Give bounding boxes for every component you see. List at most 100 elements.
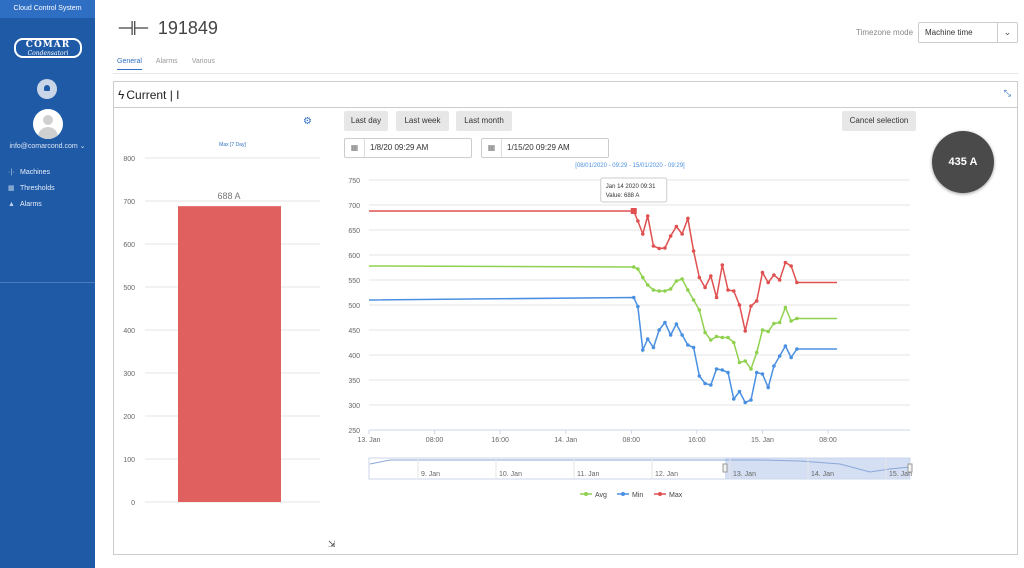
- data-point: [760, 270, 765, 275]
- data-point: [714, 295, 719, 300]
- y-tick-label: 550: [348, 278, 360, 285]
- machine-id: 191849: [157, 18, 218, 38]
- legend-marker: [584, 492, 588, 496]
- last-month-button[interactable]: Last month: [456, 111, 512, 131]
- data-point: [766, 280, 770, 285]
- avatar[interactable]: [33, 109, 63, 139]
- sidebar-divider: [0, 282, 95, 283]
- chevron-down-icon[interactable]: ⌄: [997, 23, 1017, 42]
- date-from-value: 1/8/20 09:29 AM: [370, 143, 429, 152]
- data-point: [645, 214, 650, 218]
- sidebar-item-alarms[interactable]: ▲ Alarms: [8, 196, 55, 212]
- sidebar-item-label: Thresholds: [20, 184, 55, 192]
- data-point: [640, 275, 645, 280]
- logo-text: COMAR: [25, 40, 71, 50]
- data-point: [754, 370, 759, 375]
- calendar-icon: ▦: [482, 139, 502, 157]
- navigator-label: 9. Jan: [421, 471, 440, 478]
- user-menu[interactable]: info@comarcond.com ⌄: [9, 143, 86, 150]
- data-point: [651, 244, 656, 248]
- last-day-button[interactable]: Last day: [344, 111, 388, 131]
- max-bar-chart: Max [7 Day] 0 100 200 300 400 500 600 700 800 688 …: [123, 142, 320, 507]
- collapse-icon[interactable]: ⤡: [1003, 88, 1011, 98]
- sidebar: Cloud Control System COMAR Condensatori …: [0, 0, 95, 568]
- data-point: [680, 277, 684, 281]
- legend-item: Avg: [595, 492, 607, 499]
- navigator-label: 14. Jan: [811, 471, 834, 478]
- x-tick-label: 16:00: [491, 437, 509, 444]
- data-point: [663, 289, 667, 293]
- current-value-badge: 435 A: [932, 131, 994, 193]
- highlight-point: [630, 208, 637, 214]
- last-week-button[interactable]: Last week: [396, 111, 449, 131]
- tooltip-value: Value: 688 A: [606, 193, 640, 199]
- navigator-label: 12. Jan: [655, 471, 678, 478]
- tab-general[interactable]: General: [117, 58, 142, 70]
- bar: [178, 206, 281, 502]
- cancel-selection-button[interactable]: Cancel selection: [842, 111, 916, 131]
- sidebar-item-thresholds[interactable]: ▦ Thresholds: [8, 180, 55, 196]
- date-to-input[interactable]: ▦ 1/15/20 09:29 AM: [481, 138, 609, 158]
- sidebar-item-machines[interactable]: ·|· Machines: [8, 164, 55, 180]
- y-tick-label: 650: [348, 228, 360, 235]
- timezone-select[interactable]: Machine time ⌄: [918, 22, 1018, 43]
- current-line-chart[interactable]: [08/01/2020 - 09:29 - 15/01/2020 - 09:29…: [340, 155, 920, 505]
- data-point: [754, 350, 759, 355]
- tab-various[interactable]: Various: [191, 58, 215, 65]
- tooltip: Jan 14 2020 09:31 Value: 688 A: [600, 177, 668, 203]
- data-point: [651, 288, 656, 292]
- date-from-input[interactable]: ▦ 1/8/20 09:29 AM: [344, 138, 472, 158]
- data-point: [668, 287, 673, 291]
- x-tick-label: 15. Jan: [751, 437, 774, 444]
- data-point: [760, 372, 765, 376]
- x-tick-label: 16:00: [688, 437, 706, 444]
- data-point: [703, 330, 707, 335]
- navigator-handle-right: [907, 463, 913, 473]
- data-point: [697, 374, 702, 378]
- data-point: [737, 360, 742, 365]
- data-point: [645, 337, 650, 341]
- tab-alarms[interactable]: Alarms: [155, 58, 178, 65]
- resize-cursor-icon: ⇲: [328, 539, 336, 549]
- sidebar-nav: ·|· Machines ▦ Thresholds ▲ Alarms: [8, 164, 55, 212]
- data-point: [777, 320, 782, 325]
- notification-bell-icon[interactable]: [37, 79, 57, 99]
- data-point: [657, 328, 661, 332]
- data-point: [680, 333, 684, 337]
- legend-item: Max: [669, 492, 683, 499]
- data-point: [731, 289, 736, 293]
- data-point: [703, 285, 707, 290]
- data-point: [789, 264, 793, 268]
- y-tick-label: 600: [123, 242, 135, 249]
- data-point: [709, 338, 713, 342]
- data-point: [731, 340, 736, 345]
- x-tick-label: 08:00: [819, 437, 837, 444]
- sidebar-item-label: Machines: [20, 168, 50, 176]
- data-point: [720, 368, 725, 372]
- data-point: [795, 280, 799, 285]
- company-logo[interactable]: COMAR Condensatori: [14, 38, 82, 58]
- data-point: [720, 335, 725, 340]
- y-tick-label: 700: [123, 199, 135, 206]
- navigator-label: 13. Jan: [733, 471, 756, 478]
- navigator-label: 10. Jan: [499, 471, 522, 478]
- gear-icon[interactable]: ⚙: [303, 116, 312, 127]
- logo-subtext: Condensatori: [27, 50, 69, 57]
- panel-title: Current | I: [126, 87, 180, 102]
- data-point: [766, 329, 770, 334]
- y-tick-label: 100: [123, 457, 135, 464]
- data-point: [680, 232, 684, 236]
- y-tick-label: 400: [123, 328, 135, 335]
- legend-marker: [658, 492, 662, 496]
- series-line-max: [369, 210, 838, 332]
- data-point: [777, 354, 782, 358]
- y-tick-label: 250: [348, 428, 360, 435]
- navigator-label: 15. Jan: [889, 471, 912, 478]
- date-to-value: 1/15/20 09:29 AM: [507, 143, 570, 152]
- panel-header: ϟ Current | I: [114, 82, 1017, 108]
- capacitor-icon: ⊣⊢: [117, 18, 150, 40]
- data-point: [789, 319, 793, 323]
- data-point: [674, 322, 679, 326]
- y-tick-label: 0: [131, 500, 135, 507]
- data-point: [714, 367, 719, 371]
